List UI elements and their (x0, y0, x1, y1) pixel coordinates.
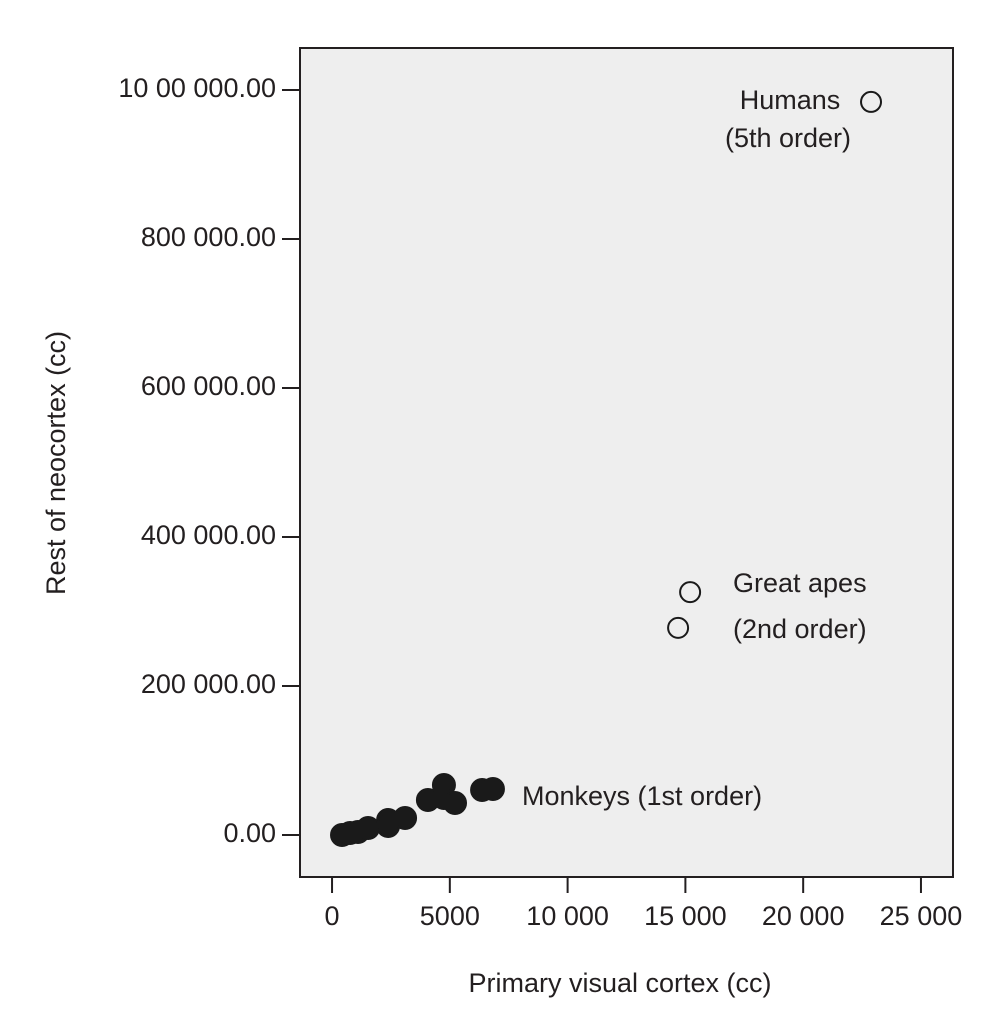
plot-area (299, 47, 954, 878)
open-point (860, 90, 883, 113)
annotation: (5th order) (725, 123, 851, 153)
x-tick-label: 10 000 (526, 901, 609, 931)
annotation: Great apes (733, 568, 867, 598)
filled-point (443, 791, 468, 816)
annotation: Humans (740, 85, 841, 115)
x-tick-label: 15 000 (644, 901, 727, 931)
y-axis-label: Rest of neocortex (cc) (41, 331, 71, 595)
filled-point (356, 815, 381, 840)
open-point (679, 581, 702, 604)
y-tick-label: 800 000.00 (141, 222, 276, 252)
y-tick-label: 0.00 (223, 818, 276, 848)
x-tick-label: 25 000 (880, 901, 963, 931)
x-tick-label: 20 000 (762, 901, 845, 931)
y-tick-label: 400 000.00 (141, 520, 276, 550)
open-point (667, 616, 690, 639)
annotation: Monkeys (1st order) (522, 781, 762, 811)
x-axis-label: Primary visual cortex (cc) (468, 968, 771, 998)
x-tick-label: 5000 (420, 901, 480, 931)
annotation: (2nd order) (733, 614, 867, 644)
filled-point (393, 805, 418, 830)
y-tick-label: 10 00 000.00 (118, 73, 276, 103)
x-tick-label: 0 (325, 901, 340, 931)
y-tick-label: 600 000.00 (141, 371, 276, 401)
y-tick-label: 200 000.00 (141, 669, 276, 699)
filled-point (480, 777, 505, 802)
